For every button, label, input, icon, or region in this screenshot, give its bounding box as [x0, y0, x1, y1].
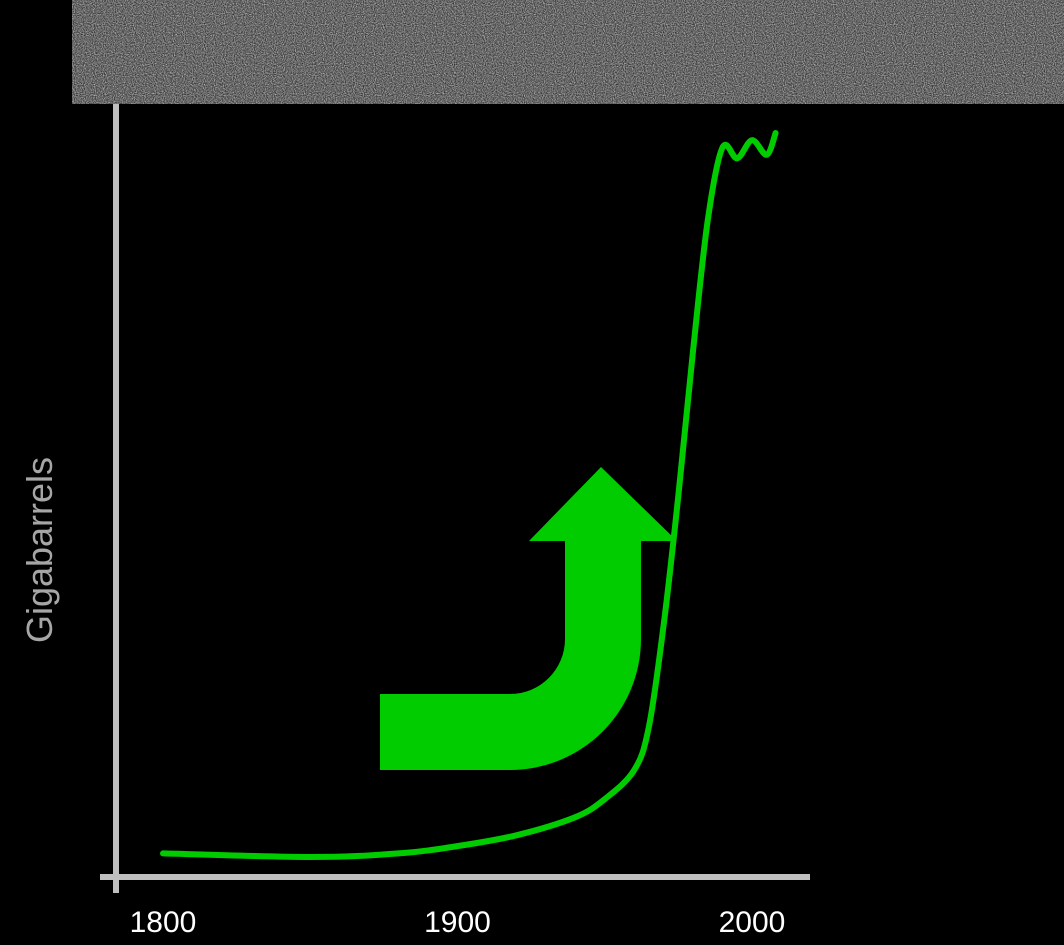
- series-line-0: [160, 130, 779, 860]
- textured-gray-banner: [72, 0, 1064, 104]
- x-tick-labels: 1800 1900 2000: [130, 906, 786, 939]
- x-tick-label-2000: 2000: [719, 906, 786, 939]
- x-tick-label-1900: 1900: [424, 906, 491, 939]
- axes: [100, 104, 810, 893]
- x-tick-label-1800: 1800: [130, 906, 197, 939]
- bent-up-arrow-icon: [380, 467, 677, 770]
- series-layer: [160, 130, 779, 860]
- y-axis-title: Gigabarrels: [19, 457, 60, 643]
